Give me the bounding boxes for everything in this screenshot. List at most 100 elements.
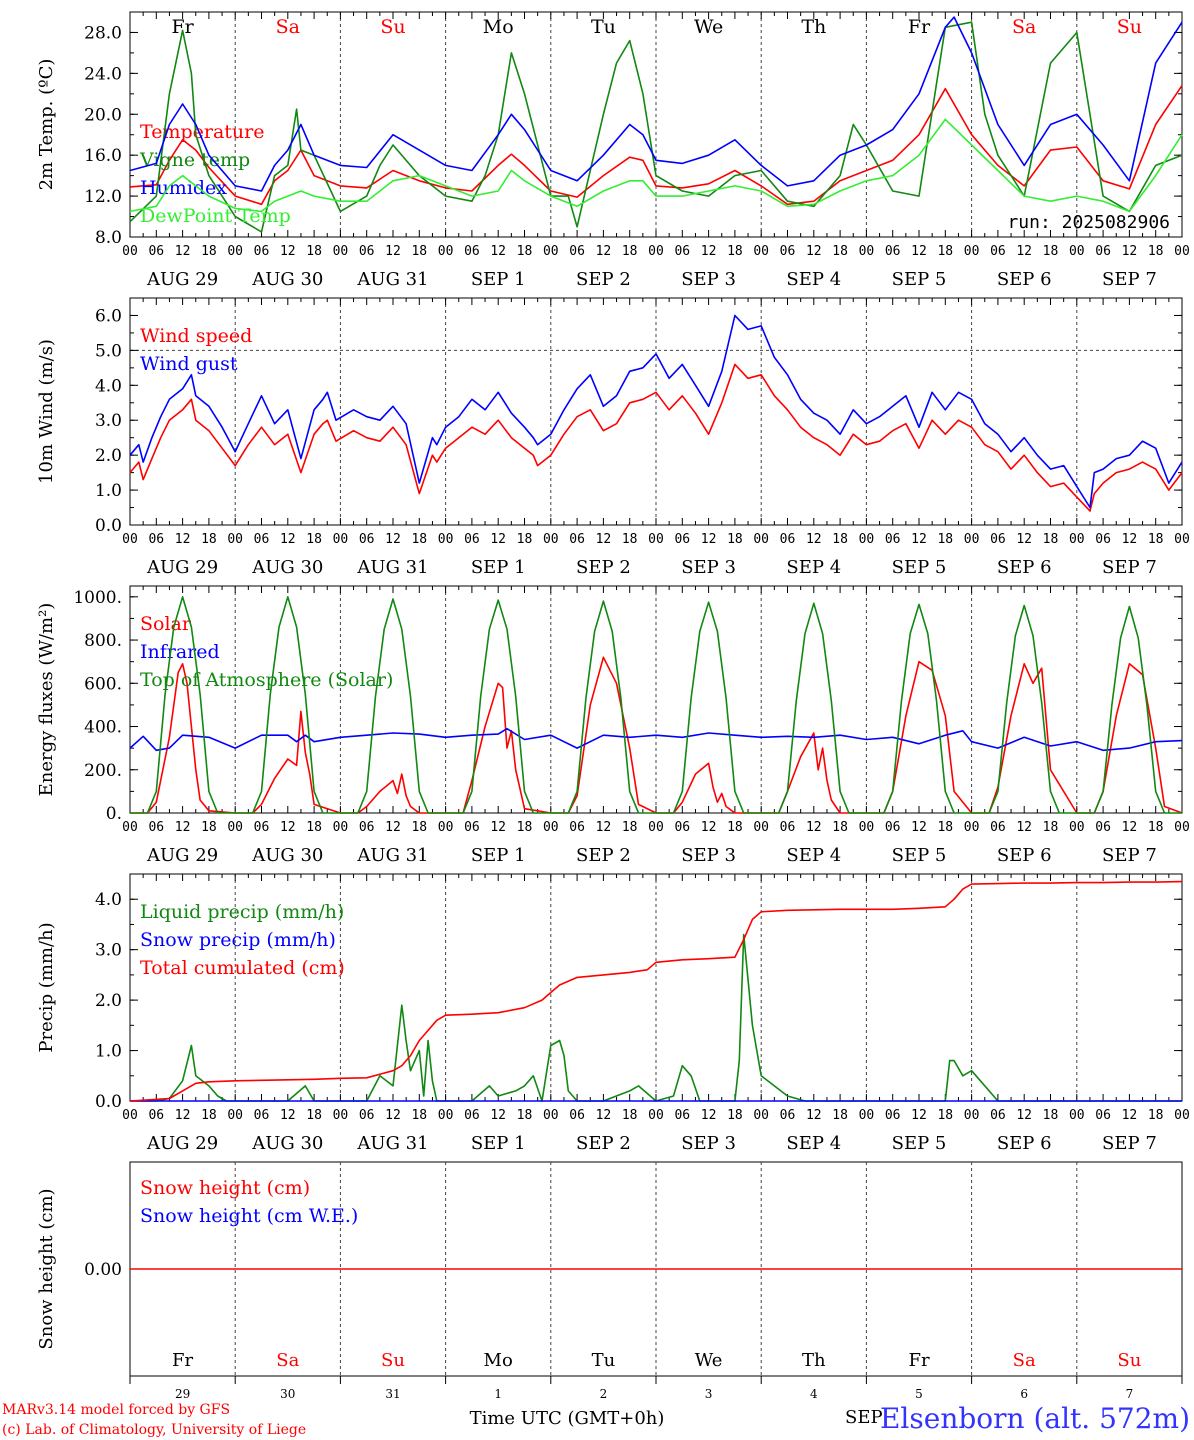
- series-line: [129, 85, 1183, 206]
- hour-tick-label: 06: [254, 1108, 270, 1123]
- hour-tick-label: 18: [832, 532, 848, 547]
- hour-tick-label: 00: [122, 820, 138, 835]
- hour-tick-label: 00: [1174, 244, 1190, 259]
- legend-entry: Snow height (cm W.E.): [140, 1205, 358, 1227]
- hour-tick-label: 12: [701, 244, 717, 259]
- y-tick-label: 0.0: [95, 1092, 122, 1112]
- day-name: Fr: [908, 16, 931, 38]
- hour-tick-label: 18: [727, 1108, 743, 1123]
- hour-tick-label: 18: [1043, 1108, 1059, 1123]
- day-name: Fr: [171, 16, 194, 38]
- y-tick-label: 5.0: [95, 341, 122, 361]
- hour-tick-label: 18: [411, 1108, 427, 1123]
- hour-tick-label: 06: [569, 1108, 585, 1123]
- hour-tick-label: 00: [122, 532, 138, 547]
- date-label: SEP 7: [1102, 557, 1157, 578]
- hour-tick-label: 18: [937, 1108, 953, 1123]
- y-tick-label: 0.00: [84, 1260, 122, 1280]
- y-tick-label: 400.: [84, 718, 122, 738]
- date-label: SEP 4: [786, 557, 841, 578]
- legend-entry: Temperature: [140, 121, 264, 143]
- date-label: SEP 4: [786, 1133, 841, 1154]
- series-line: [129, 16, 1183, 192]
- day-number: 6: [1020, 1387, 1028, 1401]
- y-tick-label: 8.0: [95, 228, 122, 248]
- hour-tick-label: 06: [569, 532, 585, 547]
- hour-tick-label: 00: [859, 820, 875, 835]
- date-label: SEP 2: [576, 845, 631, 866]
- y-axis-label: Precip (mm/h): [36, 922, 57, 1052]
- hour-tick-label: 18: [201, 820, 217, 835]
- hour-tick-label: 00: [648, 1108, 664, 1123]
- hour-tick-label: 12: [1122, 244, 1138, 259]
- hour-tick-label: 06: [1095, 1108, 1111, 1123]
- run-annotation: run: 2025082906: [1007, 212, 1170, 233]
- hour-tick-label: 12: [175, 820, 191, 835]
- hour-tick-label: 00: [333, 244, 349, 259]
- hour-tick-label: 00: [753, 1108, 769, 1123]
- y-tick-label: 12.0: [84, 187, 122, 207]
- hour-tick-label: 00: [227, 1108, 243, 1123]
- hour-tick-label: 18: [937, 244, 953, 259]
- day-name: Su: [381, 1350, 405, 1371]
- legend-entry: Total cumulated (cm): [140, 957, 345, 979]
- hour-tick-label: 12: [1122, 532, 1138, 547]
- legend-entry: Snow height (cm): [140, 1177, 310, 1199]
- hour-tick-label: 18: [411, 244, 427, 259]
- day-number: 1: [494, 1387, 502, 1401]
- day-number: 30: [280, 1387, 295, 1401]
- legend-entry: Humidex: [140, 177, 227, 199]
- hour-tick-label: 12: [385, 532, 401, 547]
- lab-credit: (c) Lab. of Climatology, University of L…: [2, 1422, 306, 1438]
- y-tick-label: 600.: [84, 674, 122, 694]
- date-label: SEP 4: [786, 845, 841, 866]
- date-label: SEP 7: [1102, 1133, 1157, 1154]
- day-name: Sa: [1013, 1350, 1036, 1371]
- hour-tick-label: 06: [359, 244, 375, 259]
- hour-tick-label: 18: [411, 820, 427, 835]
- hour-tick-label: 00: [859, 1108, 875, 1123]
- hour-tick-label: 12: [280, 532, 296, 547]
- date-label: SEP 3: [681, 269, 736, 290]
- hour-tick-label: 00: [753, 532, 769, 547]
- hour-tick-label: 18: [201, 244, 217, 259]
- date-label: SEP 1: [471, 557, 526, 578]
- panel-4: 00 06 12 18 00 06 12 18 00 06 12 18 00 06 12 18 00 06 12 18…: [36, 873, 1190, 1154]
- hour-tick-label: 06: [885, 244, 901, 259]
- hour-tick-label: 00: [648, 532, 664, 547]
- hour-tick-label: 00: [859, 244, 875, 259]
- date-label: SEP 7: [1102, 269, 1157, 290]
- sep-label: SEP: [845, 1407, 883, 1428]
- hour-tick-label: 18: [1148, 1108, 1164, 1123]
- hour-tick-label: 12: [911, 820, 927, 835]
- hour-tick-label: 12: [701, 1108, 717, 1123]
- hour-tick-label: 00: [122, 244, 138, 259]
- hour-tick-label: 18: [832, 1108, 848, 1123]
- legend-entry: Liquid precip (mm/h): [140, 901, 344, 923]
- y-tick-label: 800.: [84, 631, 122, 651]
- hour-tick-label: 12: [490, 244, 506, 259]
- hour-tick-label: 18: [1148, 244, 1164, 259]
- date-label: SEP 6: [997, 269, 1052, 290]
- hour-tick-label: 06: [148, 244, 164, 259]
- hour-tick-label: 06: [254, 820, 270, 835]
- date-label: AUG 31: [356, 1133, 428, 1154]
- panel-2: 00 06 12 18 00 06 12 18 00 06 12 18 00 06 12 18 00 06 12 18…: [36, 297, 1190, 578]
- hour-tick-label: 00: [438, 244, 454, 259]
- hour-tick-label: 00: [543, 532, 559, 547]
- hour-tick-label: 00: [1174, 820, 1190, 835]
- date-label: SEP 1: [471, 269, 526, 290]
- hour-tick-label: 06: [990, 820, 1006, 835]
- date-label: SEP 7: [1102, 845, 1157, 866]
- hour-tick-label: 00: [543, 820, 559, 835]
- day-name: We: [695, 1350, 723, 1371]
- hour-tick-label: 18: [306, 1108, 322, 1123]
- day-number: 29: [175, 1387, 190, 1401]
- hour-tick-label: 12: [806, 1108, 822, 1123]
- hour-tick-label: 12: [1122, 1108, 1138, 1123]
- hour-tick-label: 18: [306, 532, 322, 547]
- hour-tick-label: 06: [1095, 244, 1111, 259]
- hour-tick-label: 00: [438, 820, 454, 835]
- y-tick-label: 0.0: [95, 516, 122, 536]
- y-tick-label: 2.0: [95, 991, 122, 1011]
